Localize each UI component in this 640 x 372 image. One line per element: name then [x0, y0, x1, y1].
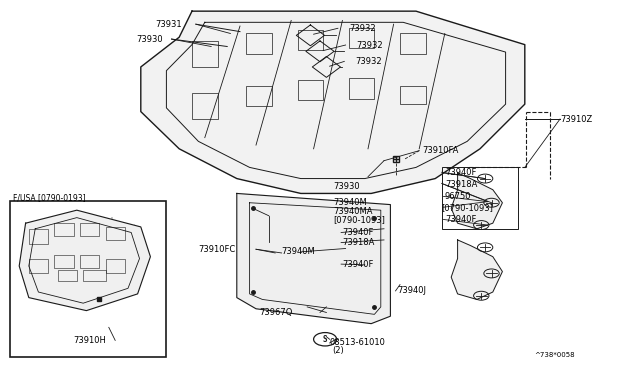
Bar — [10, 201, 166, 357]
Text: [0790-1093]: [0790-1093] — [333, 215, 385, 224]
Bar — [349, 78, 374, 99]
Text: 73918A: 73918A — [445, 180, 477, 189]
Bar — [80, 223, 99, 236]
Bar — [83, 270, 106, 281]
Bar — [246, 33, 272, 54]
Text: ^738*0058: ^738*0058 — [534, 352, 575, 358]
Bar — [400, 86, 426, 104]
Text: 73940J: 73940J — [397, 286, 426, 295]
Bar — [106, 227, 125, 240]
Text: 73940MA: 73940MA — [333, 207, 372, 216]
Text: 73940M: 73940M — [333, 198, 367, 207]
Text: 73910H: 73910H — [74, 336, 106, 345]
Text: 73930: 73930 — [333, 182, 360, 191]
Bar — [80, 255, 99, 268]
Text: 73940M: 73940M — [282, 247, 316, 256]
Text: 73940F: 73940F — [445, 215, 476, 224]
Text: 96750: 96750 — [445, 192, 471, 201]
Text: [0790-1093]: [0790-1093] — [442, 203, 493, 212]
Bar — [54, 223, 74, 236]
Text: 73910Z: 73910Z — [560, 115, 592, 124]
Text: 73940F: 73940F — [342, 228, 374, 237]
Bar — [298, 30, 323, 50]
Text: 73940F: 73940F — [342, 260, 374, 269]
Text: 73967Q: 73967Q — [259, 308, 292, 317]
Polygon shape — [19, 210, 150, 311]
Bar — [192, 41, 218, 67]
Bar — [192, 93, 218, 119]
Polygon shape — [237, 193, 390, 324]
Text: 08513-61010: 08513-61010 — [330, 339, 385, 347]
Bar — [29, 259, 48, 273]
Bar — [54, 255, 74, 268]
Bar — [442, 167, 518, 229]
Bar — [106, 259, 125, 273]
Text: 73930: 73930 — [136, 35, 163, 44]
Bar — [246, 86, 272, 106]
Text: 73932: 73932 — [355, 57, 382, 66]
Text: S: S — [323, 335, 328, 344]
Bar — [349, 28, 374, 48]
Text: 73918A: 73918A — [342, 238, 375, 247]
Bar — [58, 270, 77, 281]
Text: 73931: 73931 — [156, 20, 182, 29]
Polygon shape — [451, 173, 502, 229]
Polygon shape — [451, 240, 502, 299]
Text: 73910FC: 73910FC — [198, 245, 236, 254]
Text: 73910FA: 73910FA — [422, 146, 459, 155]
Text: 73940F: 73940F — [445, 169, 476, 177]
Polygon shape — [141, 11, 525, 193]
Text: F/USA [0790-0193]: F/USA [0790-0193] — [13, 193, 85, 202]
Bar — [400, 33, 426, 54]
Text: 73932: 73932 — [356, 41, 383, 49]
Bar — [29, 229, 48, 244]
Text: (2): (2) — [332, 346, 344, 355]
Bar — [298, 80, 323, 100]
Text: 73932: 73932 — [349, 24, 376, 33]
